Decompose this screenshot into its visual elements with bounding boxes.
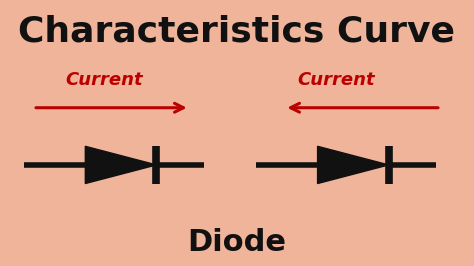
Polygon shape <box>318 146 389 184</box>
Text: Diode: Diode <box>188 227 286 257</box>
Text: Current: Current <box>65 71 143 89</box>
Polygon shape <box>85 146 156 184</box>
Text: Characteristics Curve: Characteristics Curve <box>18 15 456 49</box>
Text: Current: Current <box>298 71 375 89</box>
